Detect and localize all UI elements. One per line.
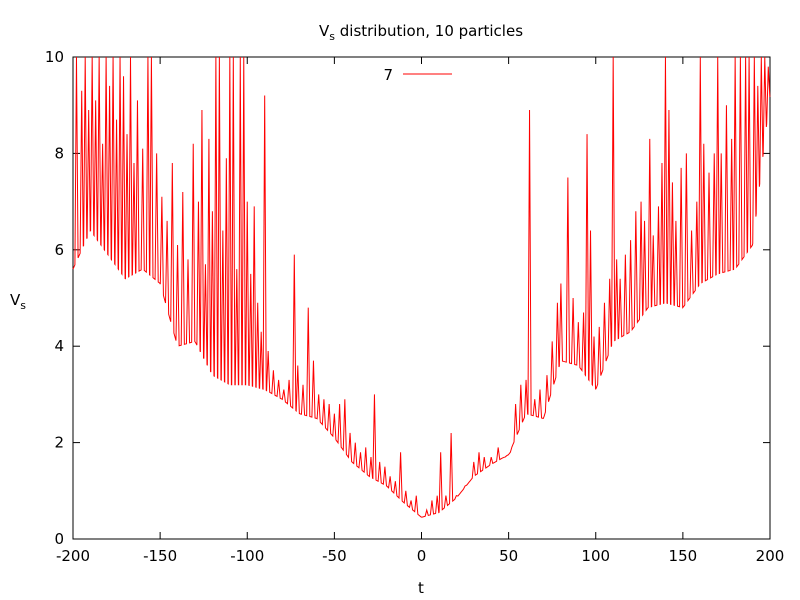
y-tick-label: 6 [54, 241, 64, 259]
y-tick-label: 8 [54, 144, 64, 162]
y-tick-label: 2 [54, 434, 64, 452]
x-tick-label: -100 [230, 547, 264, 565]
y-tick-label: 4 [54, 337, 64, 355]
x-tick-label: 50 [499, 547, 518, 565]
x-tick-label: 200 [756, 547, 785, 565]
chart-title-main: V [319, 22, 330, 40]
legend-label: 7 [383, 66, 393, 84]
y-axis-title: Vs [10, 291, 26, 312]
x-tick-label: 0 [417, 547, 427, 565]
chart-title: Vs distribution, 10 particles [319, 22, 523, 43]
chart-title-rest: distribution, 10 particles [335, 22, 523, 40]
chart-title-subscript: s [329, 30, 335, 43]
y-tick-label: 10 [45, 48, 64, 66]
x-tick-label: -150 [143, 547, 177, 565]
x-axis-title: t [418, 579, 424, 597]
x-tick-label: 100 [581, 547, 610, 565]
legend: 7 [383, 66, 452, 84]
x-tick-label: -200 [56, 547, 90, 565]
x-tick-label: -50 [322, 547, 347, 565]
y-axis-title-main: V [10, 291, 21, 309]
x-tick-label: 150 [669, 547, 698, 565]
y-tick-label: 0 [54, 530, 64, 548]
series-line-7 [72, 56, 771, 518]
y-axis-title-subscript: s [20, 299, 26, 312]
plot-area: -200 -150 -100 -50 0 50 100 150 200 0 2 4 6 8 10 [45, 48, 784, 565]
